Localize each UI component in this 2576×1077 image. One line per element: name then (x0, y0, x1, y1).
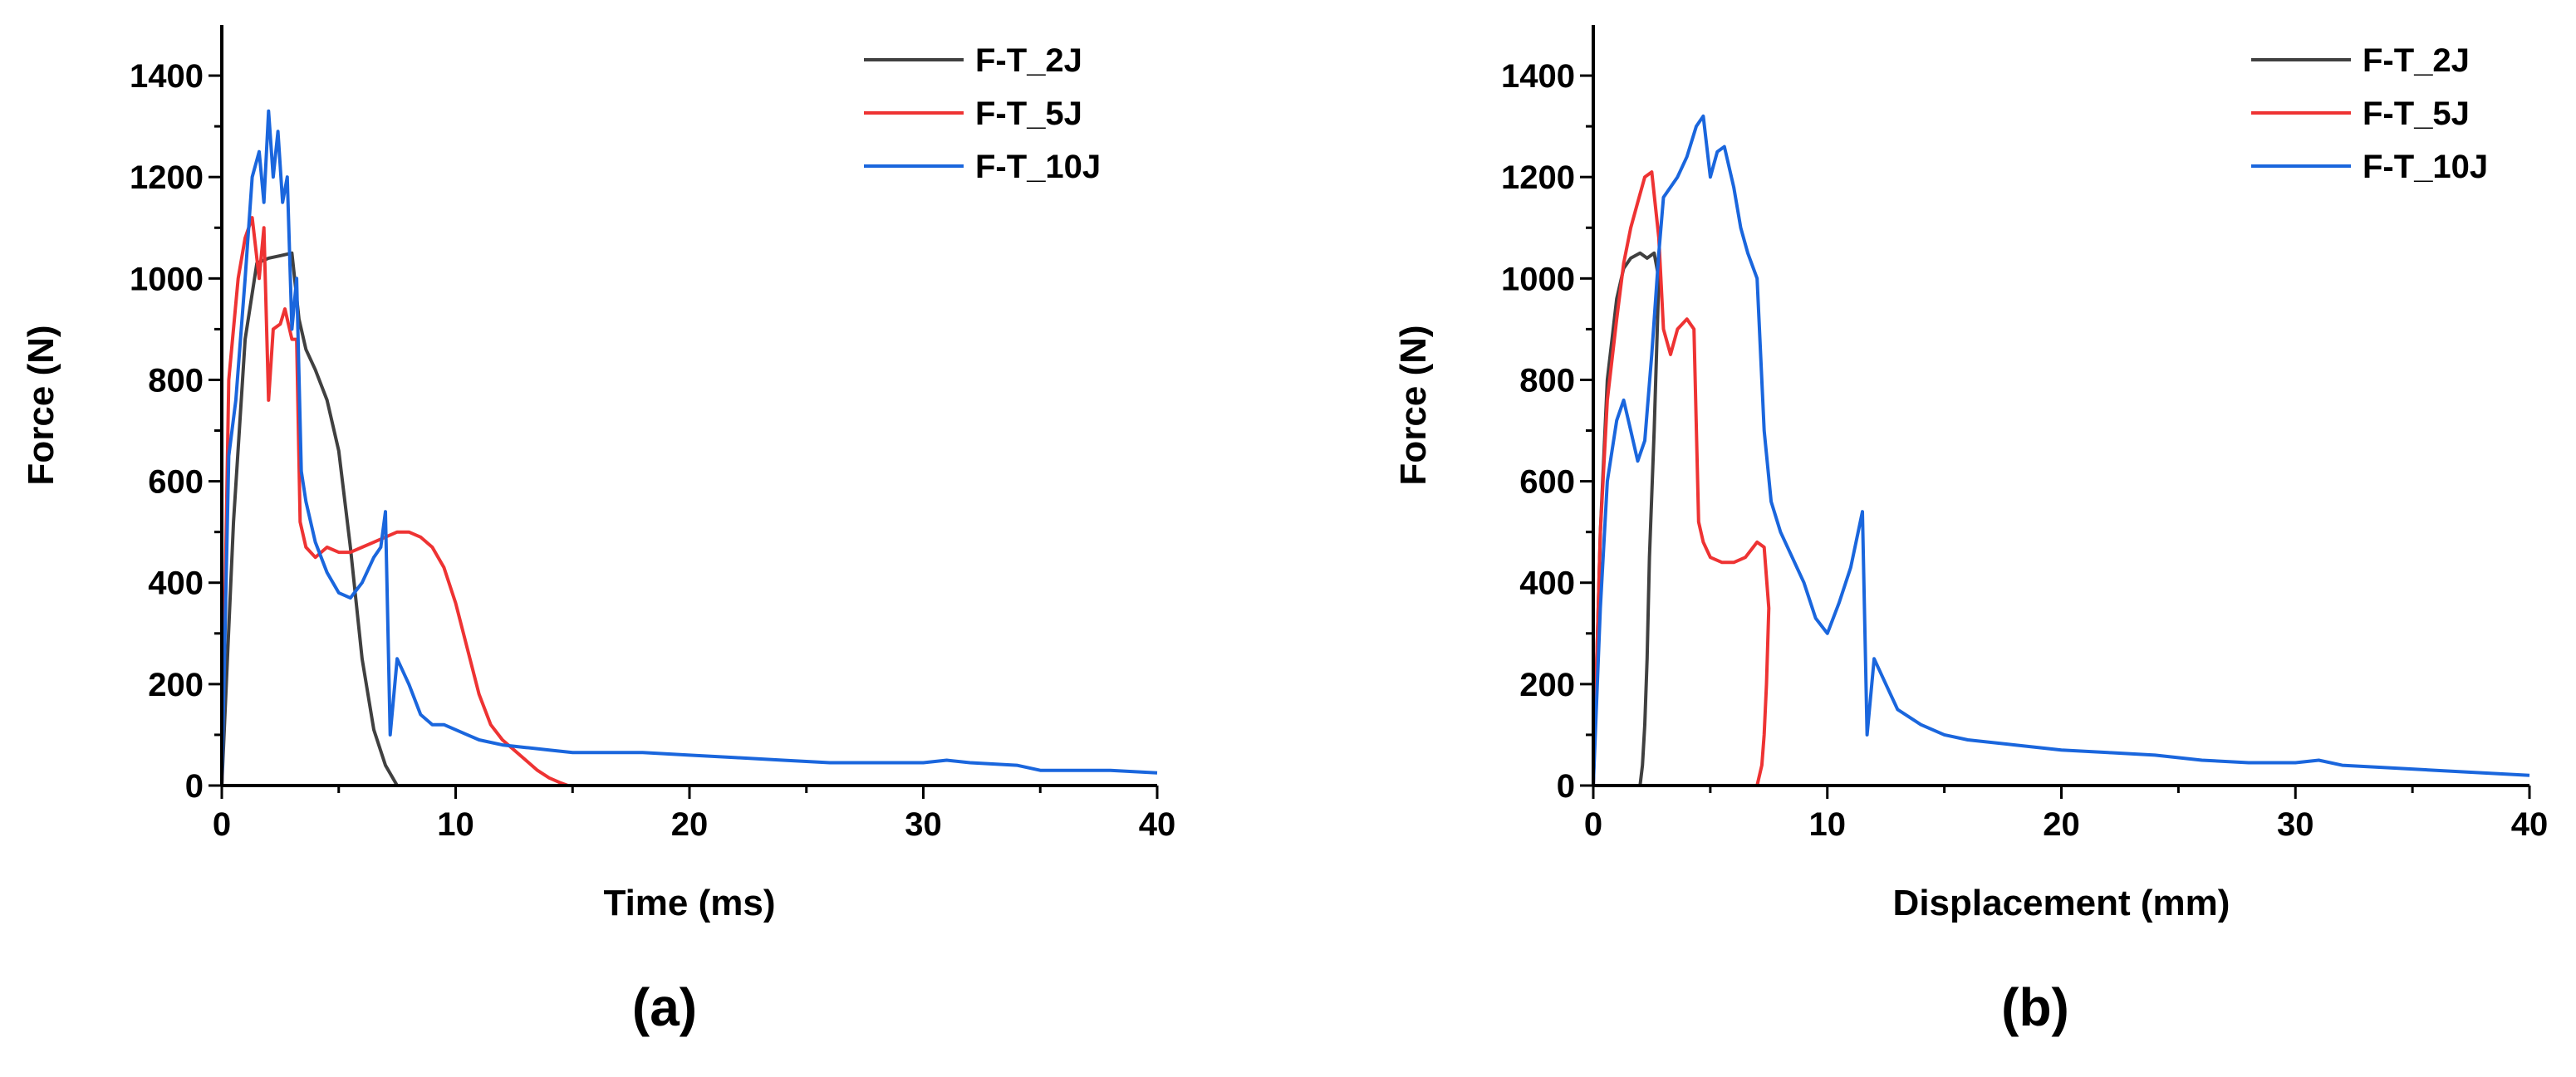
x-axis-label: Time (ms) (603, 883, 775, 923)
x-tick-label: 40 (2511, 806, 2549, 843)
y-tick-label: 0 (185, 768, 204, 805)
x-tick-label: 10 (437, 806, 474, 843)
y-tick-label: 1000 (130, 261, 204, 297)
y-axis-label: Force (N) (1393, 325, 1434, 485)
legend: F-T_2J F-T_5J F-T_10J (2251, 42, 2488, 185)
y-tick-label: 200 (148, 667, 204, 703)
y-tick-label: 1200 (1501, 159, 1575, 196)
legend-label: F-T_5J (975, 95, 1082, 132)
y-tick-label: 400 (1519, 565, 1575, 602)
series-line-F-T_5J (220, 216, 569, 787)
y-axis-label: Force (N) (21, 325, 61, 485)
chart-panel-1: 0 200 400 600 800 1000 1200 1400 0 10 20 30 40 Displa… (1393, 25, 2548, 1037)
x-tick-label: 40 (1139, 806, 1176, 843)
series-line-F-T_2J (1592, 251, 1661, 786)
series-line-F-T_10J (1592, 114, 2530, 786)
y-tick-label: 800 (148, 362, 204, 399)
y-tick-label: 1200 (130, 159, 204, 196)
x-tick-label: 0 (213, 806, 231, 843)
x-axis-label: Displacement (mm) (1893, 883, 2230, 923)
x-tick-label: 30 (2277, 806, 2314, 843)
y-tick-label: 1400 (1501, 58, 1575, 95)
y-tick-label: 1400 (130, 58, 204, 95)
x-tick-label: 10 (1809, 806, 1847, 843)
y-tick-label: 800 (1519, 362, 1575, 399)
x-tick-label: 20 (671, 806, 709, 843)
legend-label: F-T_10J (2363, 149, 2488, 185)
y-tick-label: 1000 (1501, 261, 1575, 297)
panel-label: (b) (2001, 977, 2069, 1037)
y-tick-label: 400 (148, 565, 204, 602)
legend: F-T_2J F-T_5J F-T_10J (864, 42, 1101, 185)
panel-label: (a) (632, 977, 697, 1037)
y-tick-label: 200 (1519, 667, 1575, 703)
x-tick-label: 20 (2043, 806, 2080, 843)
y-tick-label: 600 (1519, 464, 1575, 501)
series-line-F-T_2J (220, 251, 399, 787)
legend-label: F-T_2J (975, 42, 1082, 79)
y-tick-label: 0 (1557, 768, 1575, 805)
legend-label: F-T_2J (2363, 42, 2470, 79)
x-tick-label: 30 (905, 806, 942, 843)
legend-label: F-T_5J (2363, 95, 2470, 132)
series-line-F-T_5J (1592, 170, 1771, 786)
legend-label: F-T_10J (975, 149, 1101, 185)
series-line-F-T_10J (220, 109, 1158, 786)
chart-panel-0: 0 200 400 600 800 1000 1200 1400 0 10 20 30 40 Time (… (21, 25, 1175, 1037)
y-tick-label: 600 (148, 464, 204, 501)
x-tick-label: 0 (1584, 806, 1602, 843)
